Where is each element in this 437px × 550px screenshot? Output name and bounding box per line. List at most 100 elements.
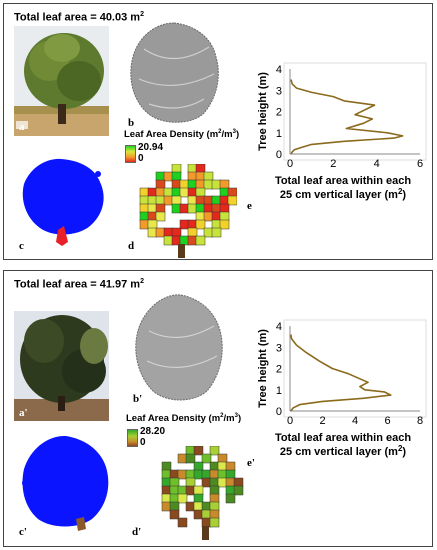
voxel — [225, 477, 236, 488]
voxel — [155, 171, 166, 182]
voxel — [179, 235, 190, 246]
x-axis-label: Total leaf area within each — [275, 432, 411, 444]
voxel — [219, 203, 230, 214]
voxel — [179, 203, 190, 214]
label-e: e' — [247, 457, 255, 469]
voxel — [179, 187, 190, 198]
x-tick-label: 0 — [287, 158, 293, 170]
voxel — [219, 187, 230, 198]
voxel — [195, 195, 206, 206]
voxel — [169, 493, 180, 504]
voxel — [147, 227, 158, 238]
voxel — [219, 219, 230, 230]
voxel — [169, 469, 180, 480]
voxel — [187, 179, 198, 190]
leaf-area-profile-chart: 0 2 4 6 0 1 2 3 4 Tree height (m) Total leaf area … — [257, 62, 427, 201]
voxel — [217, 469, 228, 480]
legend-max: 20.94 — [138, 142, 164, 153]
voxel — [195, 235, 206, 246]
voxel — [201, 509, 212, 520]
voxel — [171, 195, 182, 206]
voxel — [211, 227, 222, 238]
voxel — [203, 203, 214, 214]
plot-frame — [283, 62, 427, 161]
voxel — [225, 493, 236, 504]
legend-min: 0 — [140, 437, 146, 448]
voxel — [147, 211, 158, 222]
panel-title: Total leaf area = 40.03 m2 — [14, 11, 144, 24]
y-tick-label: 4 — [276, 321, 282, 333]
voxel — [193, 446, 204, 456]
legend-color-bar — [125, 145, 136, 163]
voxel — [203, 195, 214, 206]
voxel — [155, 227, 166, 238]
voxel — [187, 219, 198, 230]
voxel — [195, 219, 206, 230]
series-line — [290, 79, 404, 155]
voxel — [201, 469, 212, 480]
voxel — [203, 179, 214, 190]
x-tick-label: 4 — [374, 158, 380, 170]
voxel — [219, 211, 230, 222]
legend-min: 0 — [138, 153, 144, 164]
x-tick-label: 6 — [384, 415, 390, 427]
label-b: b' — [133, 393, 143, 405]
y-tick-label: 0 — [276, 406, 282, 418]
y-axis-label: Tree height (m) — [257, 72, 269, 151]
x-axis-label: 25 cm vertical layer (m2) — [280, 187, 406, 201]
voxel — [201, 501, 212, 512]
voxel — [185, 469, 196, 480]
voxel — [201, 453, 212, 464]
voxel — [211, 211, 222, 222]
panel-bottom: Total leaf area = 41.97 m2 a' b' 0 2 4 6 8 0 1… — [3, 270, 433, 547]
trunk — [202, 526, 209, 540]
voxel — [195, 164, 206, 174]
voxel — [155, 187, 166, 198]
leaf-area-profile-chart: 0 2 4 6 8 0 1 2 3 4 Tree height (m) Total leaf area… — [257, 319, 427, 458]
voxel — [161, 461, 172, 472]
label-d: d — [128, 240, 135, 252]
voxel — [225, 469, 236, 480]
y-tick-label: 0 — [276, 149, 282, 161]
voxel — [161, 477, 172, 488]
voxel — [185, 477, 196, 488]
voxel — [185, 453, 196, 464]
voxel — [147, 219, 158, 230]
segmented-point-cloud — [22, 435, 109, 531]
series-line — [290, 334, 392, 412]
voxel — [209, 509, 220, 520]
voxel — [209, 517, 220, 528]
trunk — [178, 244, 185, 258]
voxel — [139, 211, 150, 222]
voxel — [201, 517, 212, 528]
voxel — [187, 195, 198, 206]
voxel — [185, 501, 196, 512]
voxel — [169, 477, 180, 488]
voxel — [139, 195, 150, 206]
voxel — [177, 453, 188, 464]
voxel — [209, 485, 220, 496]
voxel — [195, 171, 206, 182]
voxel — [219, 179, 230, 190]
voxel — [163, 235, 174, 246]
voxel — [227, 195, 237, 206]
label-a: a — [19, 121, 25, 133]
voxel — [203, 171, 214, 182]
voxel — [187, 187, 198, 198]
voxel — [171, 187, 182, 198]
voxel — [169, 509, 180, 520]
voxel — [217, 453, 228, 464]
voxel — [209, 493, 220, 504]
voxel — [217, 477, 228, 488]
legend-title: Leaf Area Density (m2/m3) — [124, 129, 240, 141]
voxel — [177, 485, 188, 496]
y-tick-label: 3 — [276, 342, 282, 354]
voxel — [177, 517, 188, 528]
x-tick-label: 2 — [330, 158, 336, 170]
y-tick-label: 2 — [276, 364, 282, 376]
voxel — [161, 493, 172, 504]
voxel — [193, 493, 204, 504]
voxel — [195, 179, 206, 190]
voxel — [217, 461, 228, 472]
label-d: d' — [132, 526, 142, 538]
